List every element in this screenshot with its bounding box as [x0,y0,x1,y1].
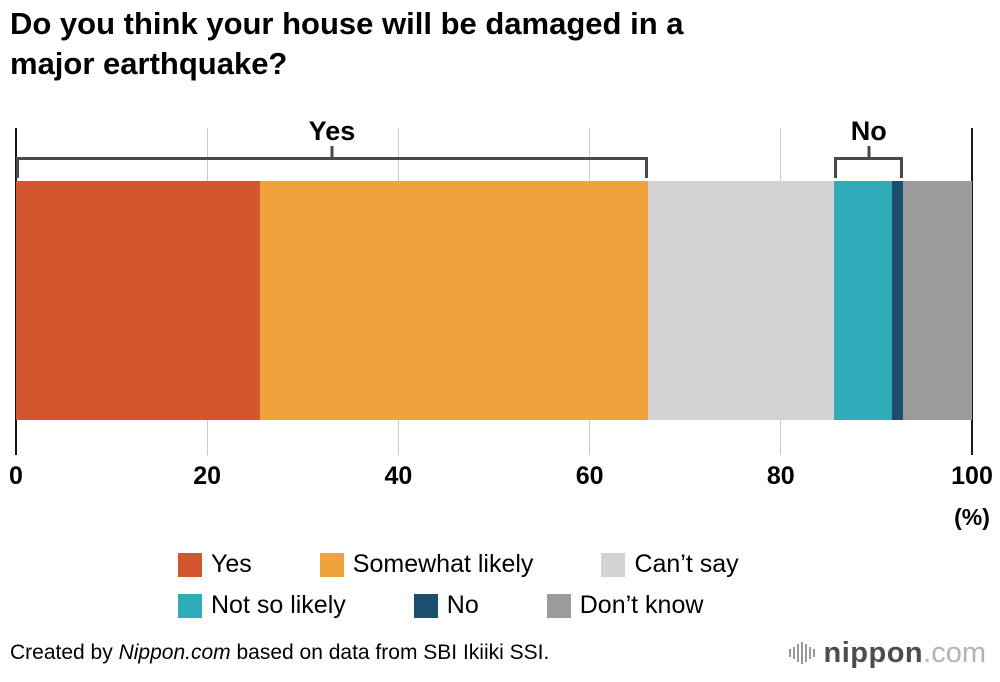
legend-row-1: Yes Somewhat likely Can’t say [178,544,739,585]
legend-label-yes: Yes [211,550,252,578]
plot-area: (%) 0 20 40 60 80 100 Yes No [9,116,993,530]
chart-title-line2: major earthquake? [10,46,288,81]
x-tick-label-40: 40 [384,462,413,490]
x-tick-label-60: 60 [575,462,604,490]
legend-label-don-t-know: Don’t know [579,591,704,619]
legend-label-not-so-likely: Not so likely [211,591,346,619]
soundwave-icon [788,642,815,664]
legend-label-can-t-say: Can’t say [634,550,739,578]
legend: Yes Somewhat likely Can’t say Not so likel… [178,544,739,626]
x-tick-label-80: 80 [766,462,795,490]
axis-unit-label: (%) [954,504,990,530]
bar-segment-don-t-know [903,181,972,420]
logo-text: nippon .com [824,637,986,670]
bracket-label-no: No [850,116,887,146]
x-tick-label-0: 0 [9,462,23,490]
legend-item-can-t-say: Can’t say [601,550,739,579]
logo-tld: .com [923,636,986,669]
legend-item-somewhat-likely: Somewhat likely [319,550,534,579]
bracket-label-yes: Yes [308,116,356,146]
gridline-100 [971,128,973,455]
legend-label-somewhat-likely: Somewhat likely [352,550,534,578]
legend-chip-yes [178,552,202,577]
bar-segment-yes [16,181,260,420]
legend-row-2: Not so likely No Don’t know [178,585,739,626]
x-tick-label-100: 100 [951,462,993,490]
stacked-bar [16,181,972,420]
nippon-logo: nippon .com [788,637,986,670]
x-tick-label-20: 20 [193,462,222,490]
bracket-yes: Yes [16,116,648,178]
credit-prefix: Created by [10,641,113,664]
bar-segment-no [891,181,904,420]
credit-text: Created by Nippon.com based on data from… [10,641,549,665]
credit-suffix: based on data from SBI Ikiiki SSI. [236,641,550,664]
legend-item-don-t-know: Don’t know [546,591,704,620]
legend-chip-somewhat-likely [319,552,344,577]
chart-title-line1: Do you think your house will be damaged … [10,6,684,41]
legend-chip-no [413,593,438,618]
bracket-tick-no [867,146,871,160]
legend-chip-not-so-likely [178,593,202,618]
chart-title: Do you think your house will be damaged … [10,4,683,84]
bar-segment-not-so-likely [834,181,892,420]
legend-chip-can-t-say [601,552,626,577]
bar-segment-can-t-say [647,181,835,420]
logo-name: nippon [823,636,924,669]
legend-label-no: No [446,591,479,619]
legend-item-not-so-likely: Not so likely [178,591,346,620]
credit-source: Nippon.com [118,641,231,664]
bracket-tick-yes [330,146,334,160]
bar-segment-somewhat-likely [259,181,648,420]
legend-chip-don-t-know [546,593,571,618]
legend-item-no: No [413,591,479,620]
bracket-no: No [834,116,904,178]
legend-item-yes: Yes [178,550,252,579]
footer: Created by Nippon.com based on data from… [10,630,986,676]
